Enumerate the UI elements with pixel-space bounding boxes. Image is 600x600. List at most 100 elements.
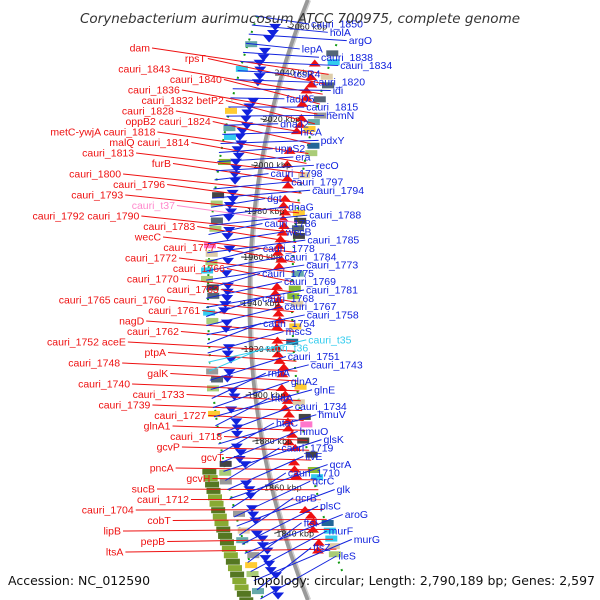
reverse-gene-label: cauri_1718 <box>170 431 222 443</box>
forward-gene-label: cauri_1734 <box>295 401 347 413</box>
reverse-gene-label: cauri_1763 <box>167 284 219 296</box>
reverse-strand-cds <box>308 59 321 67</box>
reverse-gene-label: metC-ywjA cauri_1818 <box>50 127 155 139</box>
forward-gene-leader <box>207 331 284 354</box>
forward-gene-label: cauri_1785 <box>307 235 359 247</box>
forward-gene-leader <box>206 264 305 281</box>
reverse-gene-label: furB <box>152 158 171 170</box>
forward-strand-cds <box>231 146 244 154</box>
reverse-gene-leader <box>176 205 299 224</box>
kbp-tick-label: 2040 kbp <box>275 69 313 78</box>
gc-content-block <box>234 584 249 591</box>
forward-gene-leader <box>219 422 275 454</box>
forward-gene-label: uppS2 <box>275 143 306 155</box>
reverse-gene-label: cauri_1765 cauri_1760 <box>59 295 166 307</box>
forward-gene-label: cauri_1719 <box>281 442 333 454</box>
cog-feature-block <box>237 527 250 534</box>
forward-strand-cds <box>233 133 246 141</box>
forward-gene-leader <box>225 447 280 481</box>
reverse-gene-leader <box>224 436 308 441</box>
reverse-strand-cds <box>304 511 317 519</box>
forward-gene-leader <box>205 272 261 290</box>
reverse-gene-leader <box>152 404 303 412</box>
forward-strand-cds <box>226 196 239 204</box>
forward-gene-leader <box>221 430 298 463</box>
forward-strand-cds <box>250 530 263 538</box>
forward-gene-leader <box>206 322 262 345</box>
kbp-tick <box>260 118 269 122</box>
cog-feature-block <box>313 96 326 103</box>
forward-gene-label: hmuV <box>318 409 345 421</box>
kbp-tick <box>251 164 260 167</box>
cog-feature-block <box>209 225 222 232</box>
forward-gene-label: wecB <box>285 226 312 238</box>
reverse-gene-label: gcvP <box>157 442 180 454</box>
cog-feature-block <box>294 217 307 224</box>
reverse-gene-label: cauri_1843 <box>118 64 170 76</box>
forward-gene-label: cauri_1710 <box>288 467 340 479</box>
forward-gene-leader <box>210 364 309 390</box>
cog-feature-block <box>207 393 220 400</box>
reverse-gene-leader <box>125 194 300 214</box>
reverse-gene-label: gcvH <box>186 473 210 485</box>
forward-strand-cds <box>219 301 232 309</box>
forward-gene-label: cauri_1769 <box>284 276 336 288</box>
cog-feature-block <box>203 309 216 316</box>
forward-gene-label: ileS <box>338 551 356 563</box>
forward-gene-leader <box>214 173 269 181</box>
cog-feature-block <box>298 413 311 420</box>
cog-feature-block <box>219 469 232 476</box>
reverse-strand-cds <box>307 518 320 526</box>
forward-gene-leader <box>205 289 305 308</box>
reverse-gene-leader <box>181 446 310 451</box>
reverse-gene-label: ltsA <box>106 547 124 559</box>
forward-gene-label: argO <box>349 35 372 47</box>
forward-gene-label: cauri_1788 <box>309 210 361 222</box>
gc-content-block <box>208 494 223 501</box>
forward-gene-leader <box>251 24 328 33</box>
reverse-gene-leader <box>122 362 298 372</box>
forward-strand-cds <box>266 29 279 37</box>
reverse-strand-cds <box>311 546 324 554</box>
forward-gene-leader <box>224 123 279 126</box>
forward-gene-label: dnaG <box>288 201 314 213</box>
forward-gene-label: cauri_1815 <box>306 102 358 114</box>
reverse-gene-label: cauri_1704 <box>82 505 134 517</box>
reverse-gene-label: cauri_1733 <box>133 389 185 401</box>
forward-gene-label: pdxY <box>321 135 345 147</box>
gc-content-block <box>206 487 221 494</box>
reverse-strand-cds <box>281 181 294 189</box>
forward-gene-leader <box>217 156 294 163</box>
forward-gene-label: ftsI <box>304 517 318 529</box>
forward-strand-cds <box>247 511 260 519</box>
forward-gene-leader <box>206 306 283 327</box>
reverse-strand-cds <box>271 282 284 290</box>
forward-gene-leader <box>218 414 317 445</box>
gc-content-block <box>221 545 236 552</box>
forward-gene-label: lepA <box>302 43 323 55</box>
reverse-strand-cds <box>279 208 292 216</box>
forward-strand-cds <box>247 97 260 105</box>
reverse-strand-cds <box>276 370 289 378</box>
forward-gene-leader <box>238 497 294 536</box>
cog-feature-block <box>291 225 304 232</box>
cog-feature-block <box>291 247 304 254</box>
cog-feature-block <box>245 562 258 569</box>
cog-feature-block <box>211 436 224 443</box>
forward-gene-leader <box>226 114 325 117</box>
forward-gene-leader <box>215 397 270 427</box>
reverse-gene-leader <box>223 79 321 105</box>
reverse-gene-leader <box>226 268 295 283</box>
forward-gene-label: recO <box>316 160 339 172</box>
reverse-gene-label: cauri_1752 aceE <box>47 337 126 349</box>
reverse-gene-leader <box>186 394 301 402</box>
reverse-gene-leader <box>146 320 295 333</box>
gc-content-block <box>225 558 240 565</box>
forward-gene-label: hrcA <box>300 127 322 139</box>
reverse-gene-label: cauri_1836 <box>128 85 180 97</box>
reverse-gene-leader <box>172 518 327 521</box>
reverse-gene-leader <box>170 373 299 382</box>
reverse-gene-leader <box>123 173 302 194</box>
forward-gene-label: holA <box>330 27 351 39</box>
forward-gene-leader <box>240 60 339 67</box>
